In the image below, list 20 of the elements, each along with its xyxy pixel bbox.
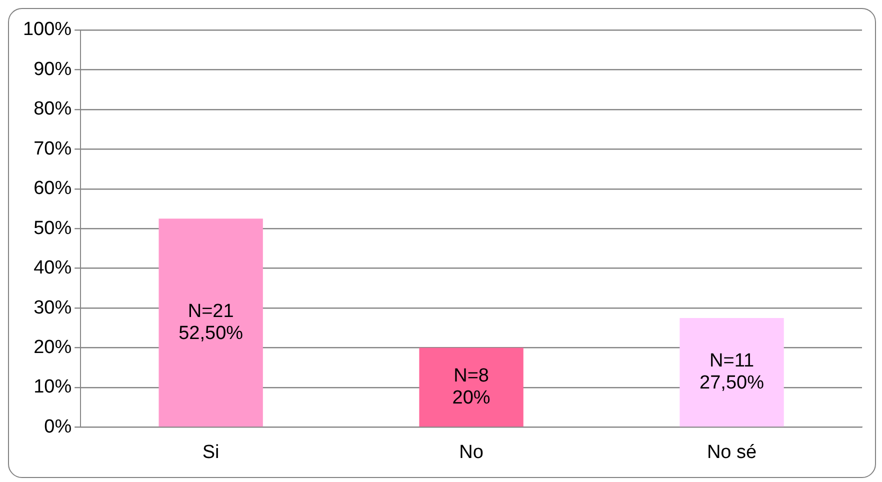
data-label: N=8 20% [452,365,490,408]
y-tick-label: 40% [34,258,72,279]
bar [419,348,524,427]
data-label: N=21 52,50% [178,300,244,344]
x-tick-label: Si [202,442,220,463]
y-tick-label: 50% [34,218,72,239]
bar [158,218,263,427]
y-tick-label: 100% [22,19,72,40]
x-tick-label: No [459,442,484,463]
y-tick-label: 30% [34,297,72,318]
x-tick-label: No sé [706,442,757,463]
y-tick-label: 10% [34,376,72,398]
data-label: N=11 27,50% [700,350,764,394]
y-tick-label: 70% [34,138,72,160]
y-tick-label: 20% [34,336,72,358]
y-tick-label: 0% [44,416,72,438]
y-tick-label: 90% [34,58,72,80]
y-tick-label: 80% [34,98,72,120]
bar [680,318,784,427]
y-tick-label: 60% [34,178,72,200]
